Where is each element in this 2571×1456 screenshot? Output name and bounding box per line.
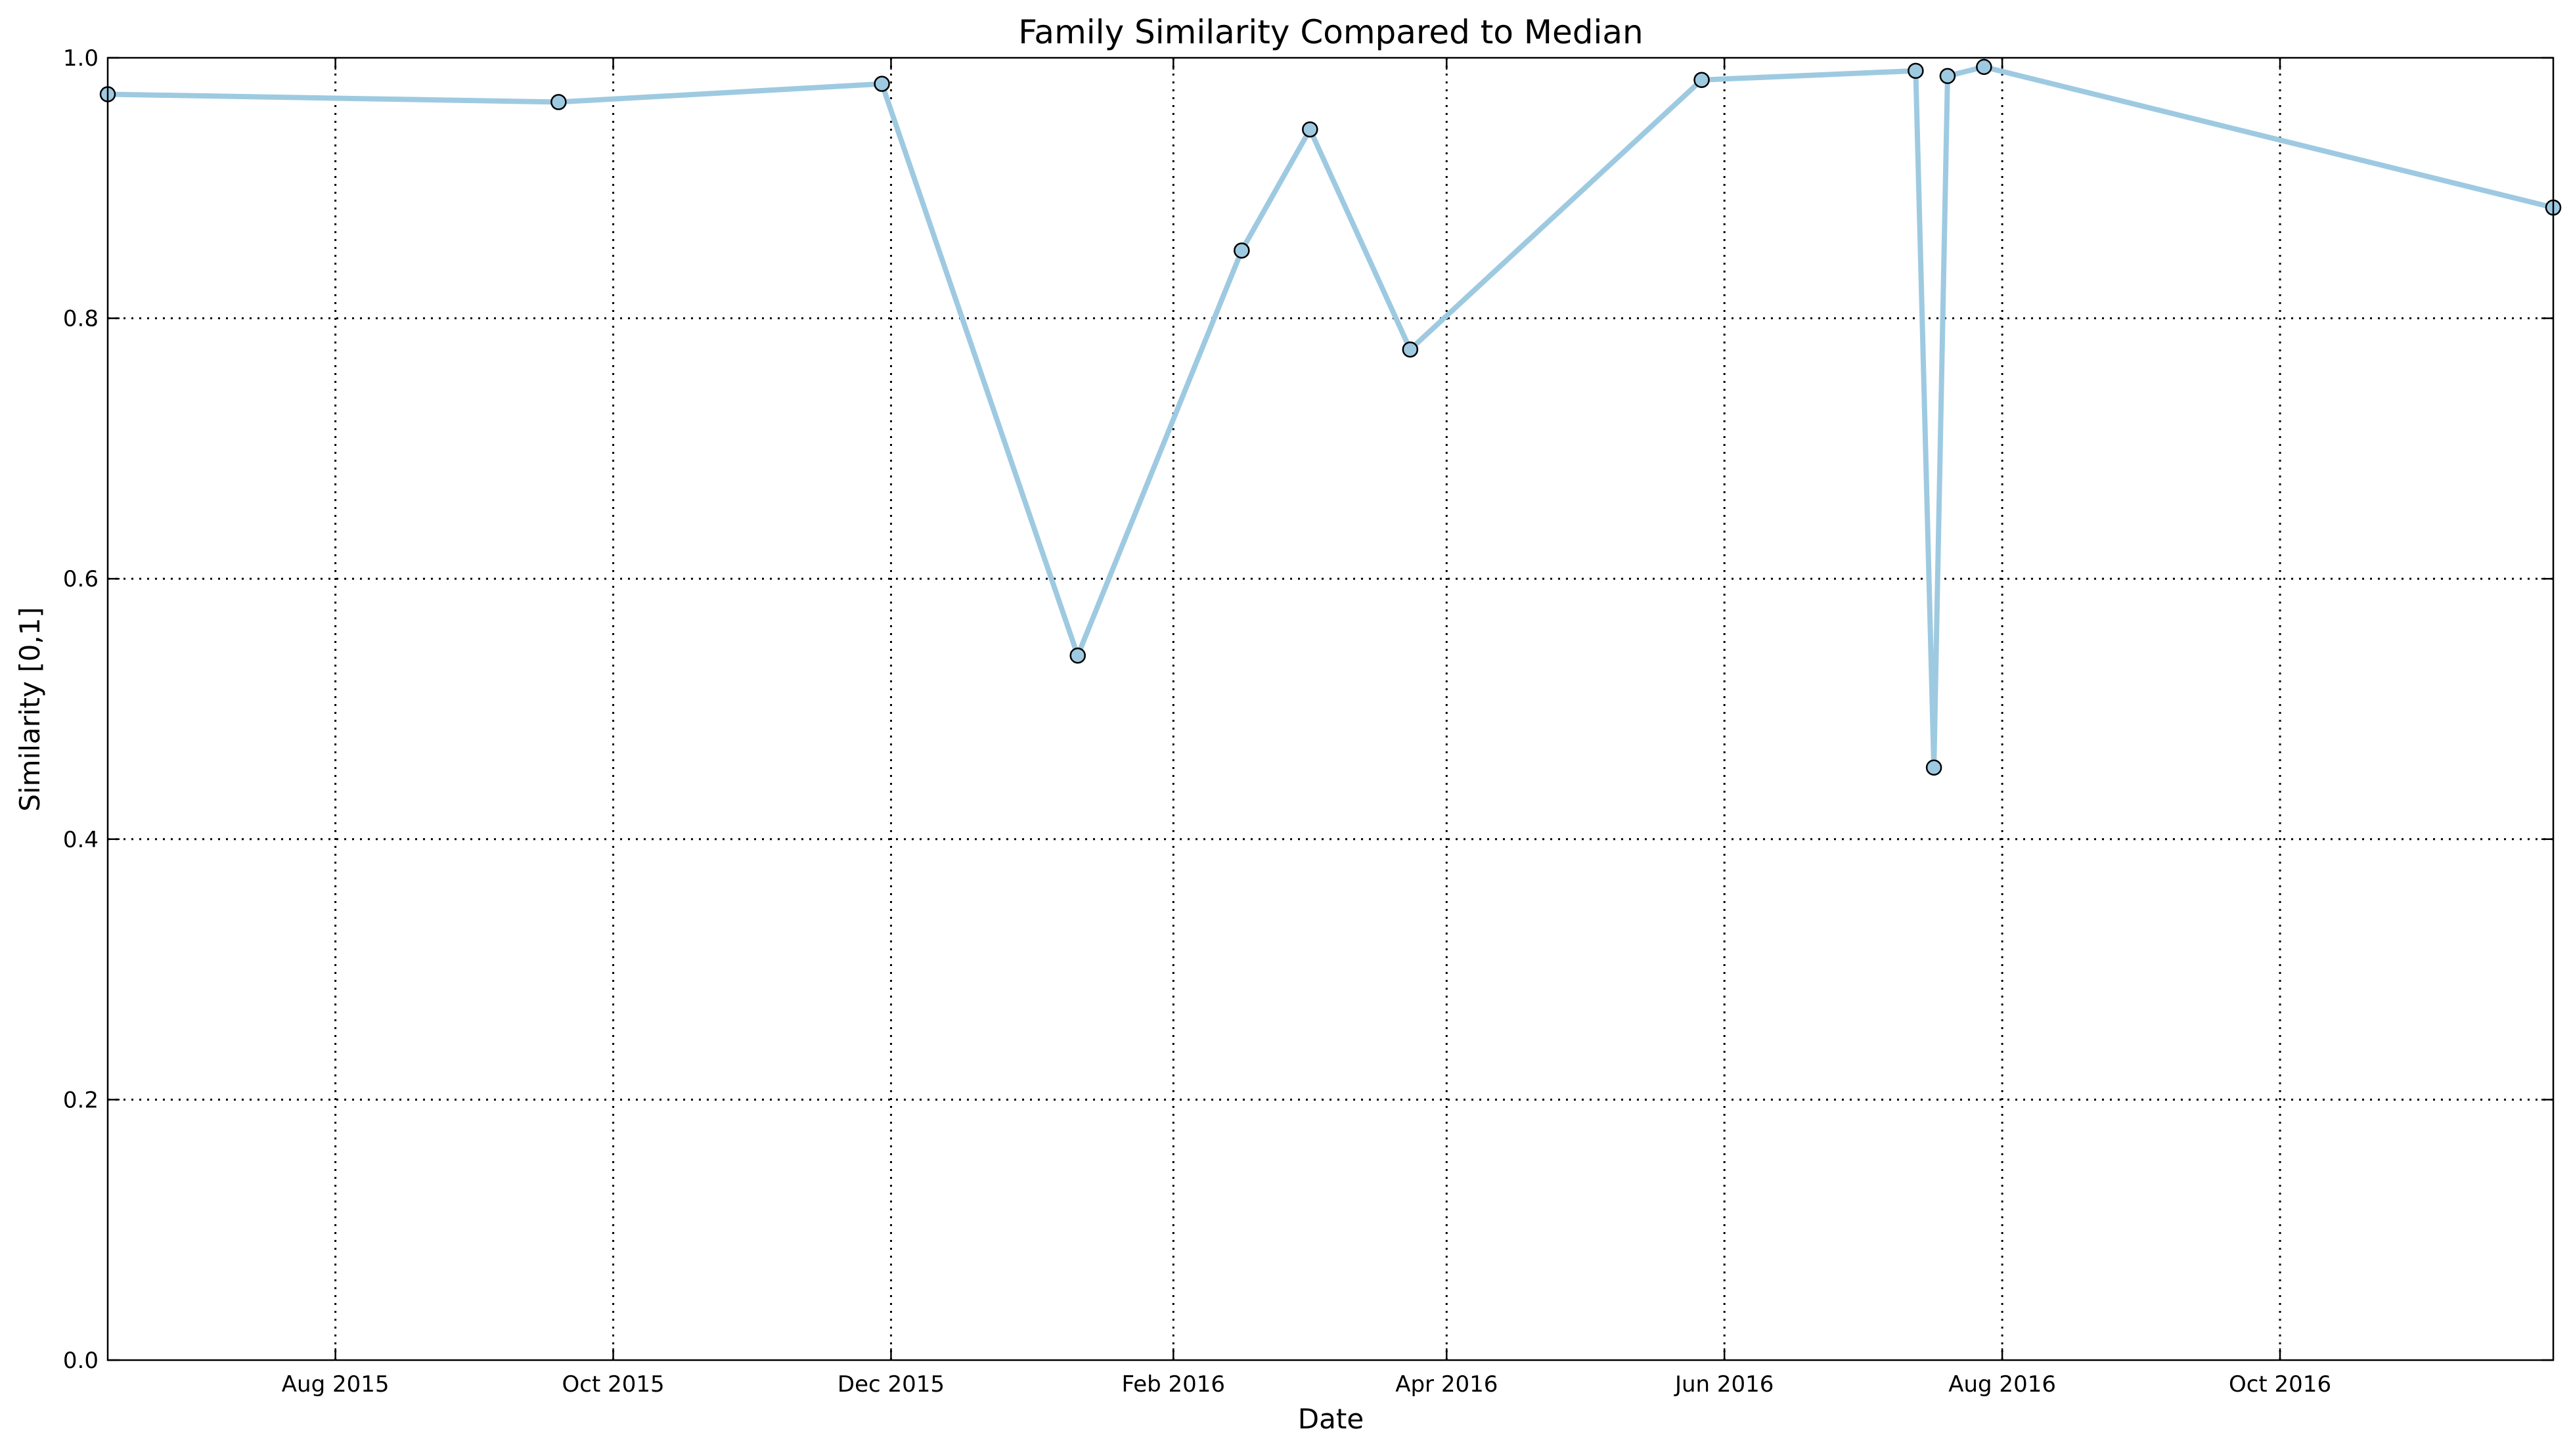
y-tick-label: 0.0 [63,1348,99,1374]
data-point [1693,72,1710,88]
x-tick-label: Apr 2016 [1395,1371,1498,1398]
x-tick-label: Aug 2015 [282,1371,390,1398]
x-tick-label: Oct 2016 [2229,1371,2331,1398]
data-point [1069,647,1086,664]
x-tick-label: Jun 2016 [1674,1371,1774,1398]
grid [108,58,2553,1360]
x-tick-label: Oct 2015 [562,1371,664,1398]
data-point [1234,242,1250,259]
y-tick-label: 1.0 [63,45,99,72]
data-point [874,76,890,92]
axis-ticks: 0.0 0.2 0.4 0.6 0.8 1.0 Aug 2015 Oct 2015 Dec 20… [63,45,2553,1398]
chart-title: Family Similarity Compared to Median [1018,13,1643,51]
data-point [1908,62,1924,79]
y-tick-label: 0.6 [63,566,99,592]
data-point [1939,68,1956,85]
x-tick-label: Aug 2016 [1948,1371,2056,1398]
plot-frame [106,56,2555,1361]
x-tick-label: Feb 2016 [1122,1371,1226,1398]
y-tick-label: 0.8 [63,306,99,332]
data-point [1976,58,1992,76]
y-tick-label: 0.2 [63,1087,99,1113]
data-point [550,94,567,110]
y-tick-label: 0.4 [63,827,99,853]
x-tick-label: Dec 2015 [838,1371,945,1398]
series-layer [99,58,2562,776]
x-axis-label: Date [1298,1403,1364,1435]
data-point [1402,341,1419,358]
y-axis-label: Similarity [0,1] [14,607,46,812]
series-line [105,64,2556,770]
data-point [1302,121,1318,138]
data-point [1925,759,1942,776]
